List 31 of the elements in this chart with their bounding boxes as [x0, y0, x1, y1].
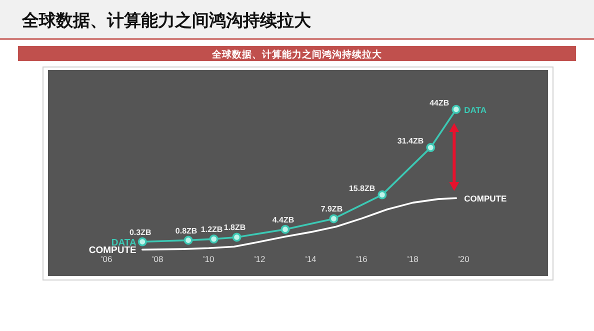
- point: [280, 224, 290, 234]
- x-tick-label: '12: [254, 254, 266, 264]
- point: [232, 232, 242, 242]
- x-tick-label: '16: [356, 254, 368, 264]
- data-label: 31.4ZB: [397, 136, 424, 146]
- data-label: 1.2ZB: [200, 225, 223, 234]
- x-tick-label: '10: [203, 254, 215, 264]
- data-label: 1.8ZB: [224, 223, 246, 232]
- x-tick-label: '08: [152, 254, 164, 264]
- point: [378, 190, 387, 200]
- data-label: 15.8ZB: [348, 184, 376, 193]
- series-label: COMPUTE: [88, 245, 136, 256]
- data-label: 0.8ZB: [175, 226, 198, 236]
- point: [452, 104, 461, 114]
- point: [426, 143, 436, 152]
- text: DATA: [464, 104, 487, 115]
- point: [209, 234, 218, 244]
- data-label: 7.9ZB: [320, 204, 343, 214]
- data-label: 0.3ZB: [129, 228, 152, 237]
- text: COMPUTE: [464, 194, 507, 204]
- point: [184, 236, 193, 245]
- x-tick-label: '06: [101, 254, 112, 264]
- x-tick-label: '20: [458, 254, 470, 264]
- subtitle: 全球数据、计算能力之间鸿沟持续拉大: [212, 50, 382, 60]
- point: [329, 214, 338, 224]
- x-tick-label: '14: [305, 254, 317, 264]
- x-tick-label: '18: [407, 254, 419, 264]
- point: [138, 237, 147, 246]
- data-label: 44ZB: [430, 98, 450, 108]
- data-label: 4.4ZB: [272, 215, 294, 224]
- title: 全球数据、计算能力之间鸿沟持续拉大: [22, 11, 311, 30]
